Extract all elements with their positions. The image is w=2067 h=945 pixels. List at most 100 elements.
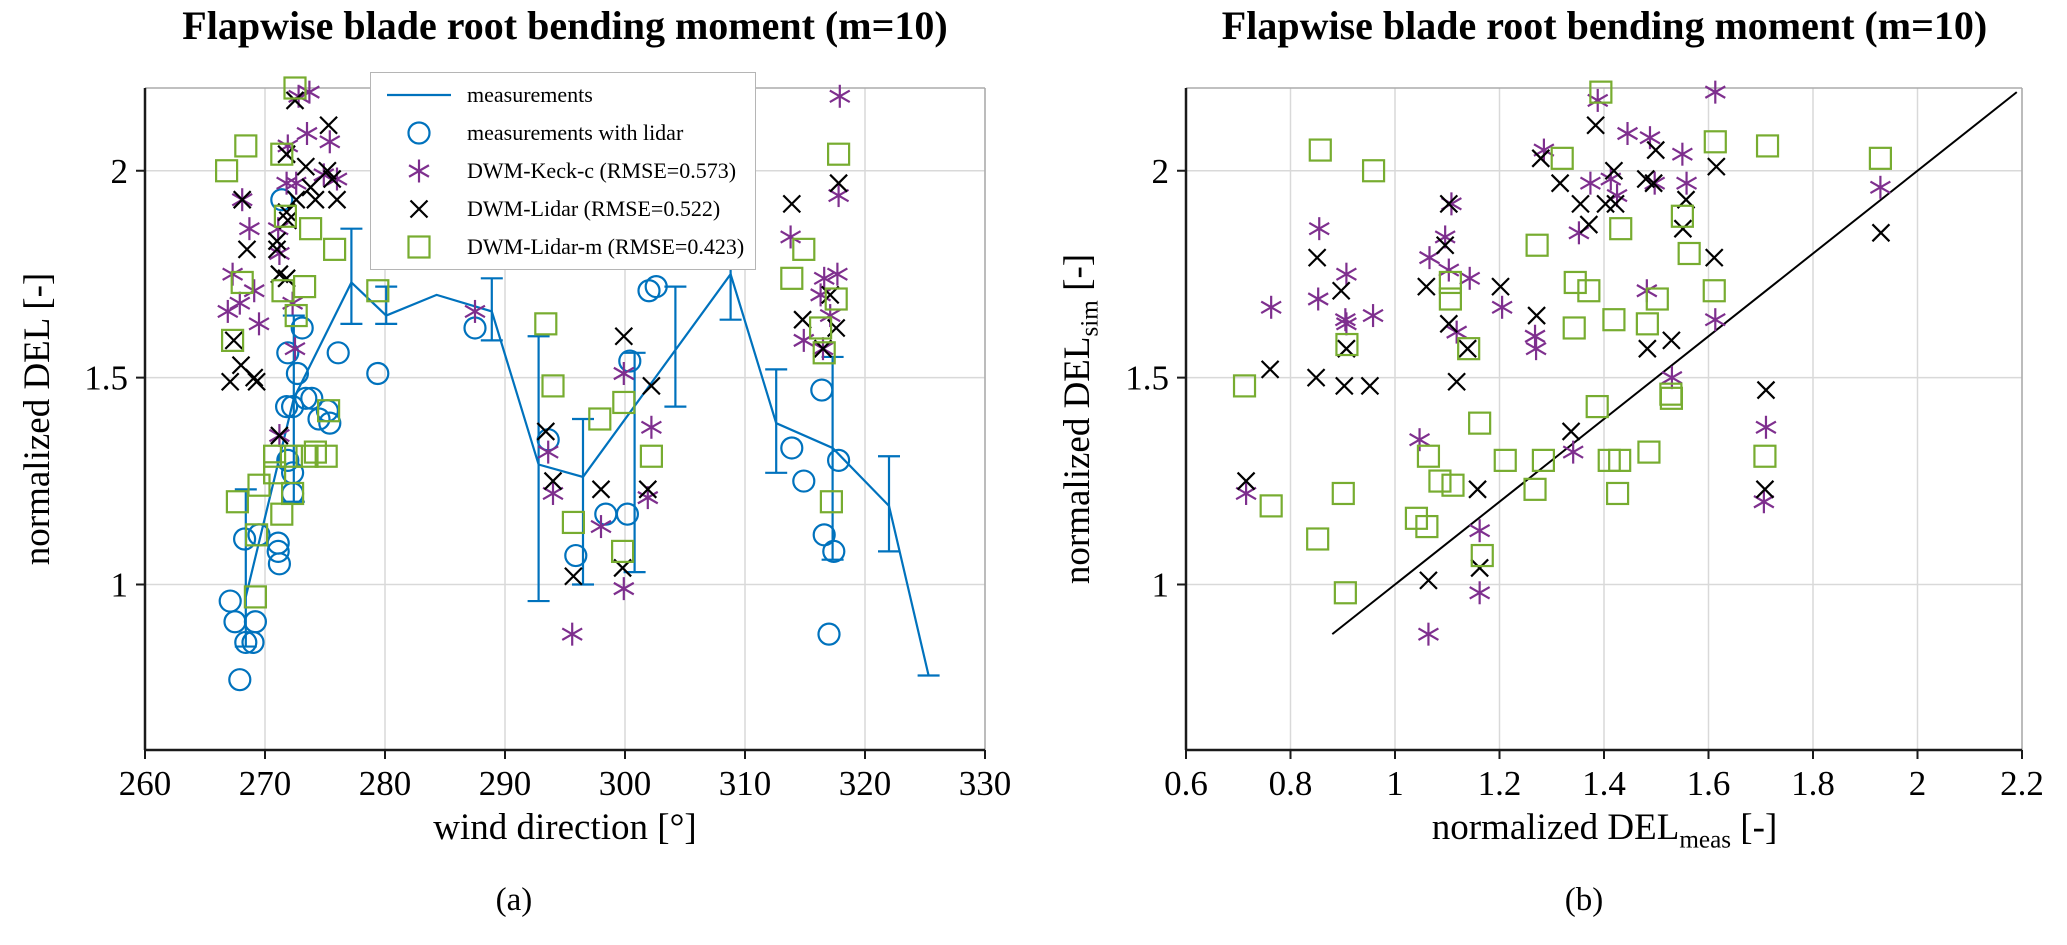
data-point-dwm_keck_c <box>1671 142 1693 166</box>
data-point-dwm_lidar <box>267 240 287 259</box>
data-point-dwm_lidar <box>1646 140 1666 160</box>
data-point-dwm_lidar_m <box>230 270 254 295</box>
error-bar <box>664 285 687 408</box>
identity-line <box>1331 91 2018 635</box>
data-point-dwm_lidar_m <box>1703 130 1727 154</box>
data-point-dwm_keck_c <box>537 440 559 464</box>
data-point-dwm_lidar <box>306 190 325 209</box>
x-tick-label: 260 <box>119 764 172 803</box>
data-point-dwm_lidar_m <box>826 142 851 166</box>
right-y-axis-label-unit: [-] <box>1057 253 1098 301</box>
data-point-dwm_lidar <box>285 91 305 110</box>
data-point-dwm_keck_c <box>780 225 802 249</box>
data-point-dwm_lidar_m <box>1457 337 1481 361</box>
data-point-dwm_lidar_m <box>1531 448 1555 472</box>
data-point-dwm_lidar_m <box>1333 581 1357 605</box>
legend-asterisk-icon <box>408 159 430 183</box>
data-point-dwm_lidar <box>1435 235 1455 255</box>
data-point-measurements_with_lidar <box>285 361 309 386</box>
data-point-dwm_keck_c <box>1260 295 1282 319</box>
data-point-dwm_lidar_m <box>1525 233 1549 257</box>
legend-item-dwm_keck_c: DWM-Keck-c (RMSE=0.573) <box>371 152 755 190</box>
x-tick-label: 280 <box>359 764 412 803</box>
data-point-dwm_keck_c <box>1409 428 1431 452</box>
error-bar <box>480 277 503 342</box>
right-x-axis-label-subscript: meas <box>1679 826 1732 854</box>
legend-square-glyph <box>407 235 431 259</box>
right-y-axis-label-text: normalized DEL <box>1057 336 1098 585</box>
data-point-measurements_with_lidar <box>615 502 640 526</box>
data-point-measurements_with_lidar <box>266 539 290 564</box>
data-point-dwm_lidar_m <box>1589 80 1613 104</box>
data-point-dwm_keck_c <box>828 184 850 208</box>
data-point-measurements_with_lidar <box>618 349 642 373</box>
data-point-dwm_lidar <box>1417 277 1436 296</box>
y-tick-label: 1 <box>111 566 129 605</box>
data-point-dwm_lidar_m <box>1331 481 1355 506</box>
data-point-measurements_with_lidar <box>366 361 390 386</box>
data-point-measurements_with_lidar <box>234 630 258 655</box>
data-point-dwm_keck_c <box>1362 304 1384 328</box>
data-point-dwm_lidar <box>614 326 634 346</box>
data-point-dwm_lidar_m <box>1677 241 1701 266</box>
legend-item-measurements: measurements <box>371 76 755 114</box>
x-tick-label: 270 <box>239 764 292 803</box>
data-point-measurements_with_lidar <box>326 341 350 365</box>
data-point-dwm_lidar <box>1360 376 1380 396</box>
data-point-dwm_keck_c <box>1661 366 1683 390</box>
data-point-measurements_with_lidar <box>233 527 257 551</box>
data-point-dwm_lidar <box>244 368 264 387</box>
data-point-dwm_lidar <box>322 169 342 189</box>
legend-x-glyph <box>409 199 429 219</box>
data-point-dwm_lidar <box>224 331 244 350</box>
data-point-dwm_lidar_m <box>1415 514 1439 539</box>
data-point-dwm_lidar <box>642 376 661 396</box>
data-point-dwm_lidar_m <box>1523 477 1547 501</box>
data-point-dwm_lidar <box>1604 161 1624 181</box>
data-point-dwm_keck_c <box>296 122 318 146</box>
data-point-dwm_lidar <box>1586 115 1605 135</box>
data-point-dwm_lidar <box>1335 376 1354 396</box>
data-point-dwm_lidar_m <box>1438 287 1462 311</box>
data-point-measurements_with_lidar <box>276 448 300 472</box>
data-point-dwm_keck_c <box>1568 221 1590 245</box>
legend-label: DWM-Keck-c (RMSE=0.573) <box>467 158 737 183</box>
data-point-dwm_keck_c <box>229 291 251 315</box>
data-point-dwm_lidar_m <box>1637 440 1661 464</box>
data-point-dwm_lidar_m <box>1493 448 1517 472</box>
data-point-measurements_with_lidar <box>218 589 242 613</box>
data-point-dwm_lidar_m <box>225 490 249 514</box>
data-point-dwm_lidar_m <box>221 328 245 352</box>
data-point-dwm_lidar_m <box>1416 444 1441 468</box>
data-point-dwm_lidar_m <box>1308 138 1332 162</box>
data-point-dwm_lidar <box>1596 194 1615 214</box>
left-plot: 260 270 280 290 300 310 320 330 1 1.5 2 <box>84 76 1011 803</box>
data-point-dwm_lidar <box>793 310 812 329</box>
left-plot-title: Flapwise blade root bending moment (m=10… <box>182 3 948 48</box>
data-point-dwm_lidar_m <box>243 585 267 609</box>
x-tick-label: 1.4 <box>1582 764 1626 803</box>
data-point-dwm_lidar_m <box>317 399 341 423</box>
right-x-axis-label: normalized DELmeas [-] <box>1186 806 2023 854</box>
error-bar <box>527 335 550 603</box>
data-point-dwm_lidar_m <box>234 134 258 158</box>
y-tick-label: 2 <box>111 152 129 191</box>
data-point-dwm_lidar <box>1458 339 1477 358</box>
data-point-dwm_keck_c <box>243 279 265 303</box>
data-point-measurements_with_lidar <box>817 622 841 646</box>
data-point-dwm_lidar <box>327 190 347 209</box>
data-point-dwm_lidar_m <box>534 312 558 336</box>
data-point-dwm_lidar_m <box>1563 270 1587 295</box>
data-point-dwm_keck_c <box>1617 122 1639 146</box>
data-point-dwm_lidar_m <box>1670 204 1694 228</box>
legend-asterisk-glyph <box>408 159 430 183</box>
data-point-dwm_lidar_m <box>612 390 636 415</box>
data-point-dwm_lidar_m <box>808 316 833 340</box>
legend: measurements measurements with lidar DWM-K… <box>370 72 756 270</box>
data-point-dwm_lidar <box>267 231 287 251</box>
data-point-dwm_keck_c <box>1525 337 1547 361</box>
data-point-dwm_lidar_m <box>588 407 612 431</box>
legend-label: DWM-Lidar-m (RMSE=0.423) <box>467 234 745 259</box>
x-tick-label: 290 <box>479 764 532 803</box>
data-point-dwm_lidar <box>1704 248 1724 267</box>
